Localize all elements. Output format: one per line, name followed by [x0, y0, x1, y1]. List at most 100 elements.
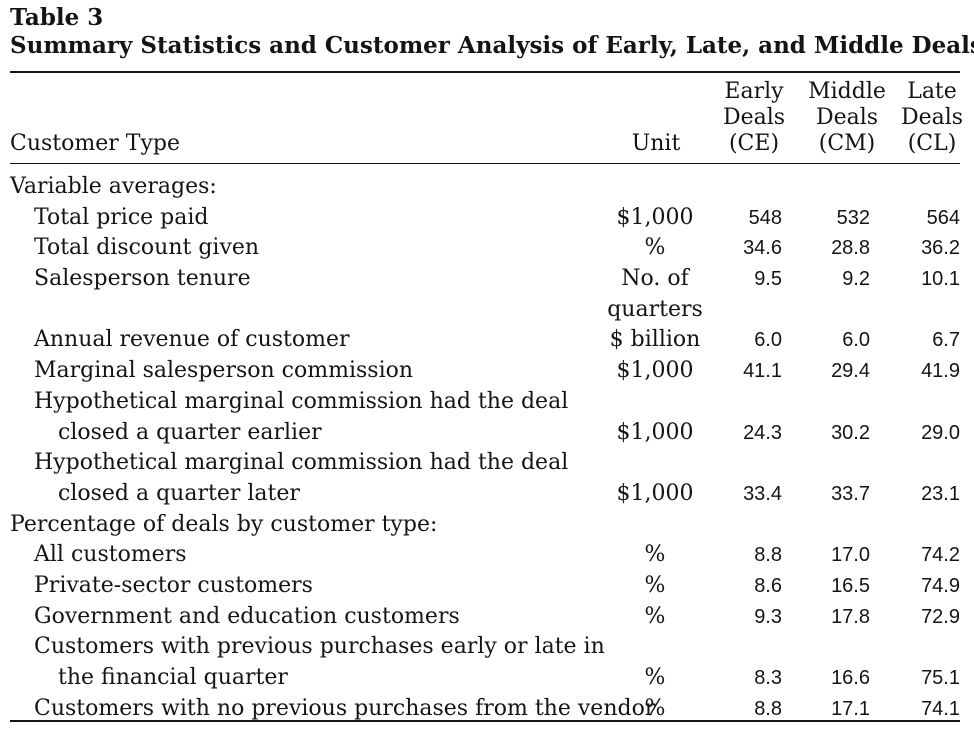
row-late-value: 23.1 — [921, 482, 960, 505]
header-early-deals: Early Deals (CE) — [718, 79, 790, 157]
row-label: closed a quarter later — [58, 480, 300, 506]
row-middle-value: 532 — [836, 206, 870, 229]
table-title: Summary Statistics and Customer Analysis… — [10, 32, 974, 59]
row-early-value: 8.3 — [754, 667, 782, 689]
table-row: Percentage of deals by customer type: — [0, 510, 974, 541]
table-row: Total discount given% 34.6 28.8 36.2 — [0, 233, 974, 264]
row-late-value: 564 — [926, 206, 960, 229]
table-row: the financial quarter% 8.3 16.6 75.1 — [0, 663, 974, 694]
row-early-value: 9.5 — [754, 268, 782, 291]
table-row: Private-sector customers% 8.6 16.5 74.9 — [0, 571, 974, 602]
row-middle-value: 17.0 — [831, 544, 870, 567]
row-unit: No. of — [621, 266, 689, 292]
row-label: Annual revenue of customer — [34, 327, 350, 353]
row-middle-value: 30.2 — [831, 421, 870, 444]
table-row: Annual revenue of customer $ billion 6.0 6.… — [0, 325, 974, 356]
table-row: Government and education customers% 9.3 17… — [0, 602, 974, 633]
row-unit: $1,000 — [616, 204, 694, 230]
row-middle-value: 9.2 — [842, 268, 870, 291]
row-middle-value: 33.7 — [831, 482, 870, 505]
row-late-value: 74.2 — [921, 544, 960, 567]
header-late-line-3: (CL) — [907, 131, 957, 156]
row-middle-value: 29.4 — [831, 360, 870, 383]
row-middle-value: 6.0 — [842, 329, 870, 352]
table-row: Hypothetical marginal commission had the… — [0, 448, 974, 479]
row-unit: % — [644, 695, 666, 721]
row-label: Salesperson tenure — [34, 266, 251, 292]
row-unit: $1,000 — [616, 480, 694, 506]
row-early-value: 8.8 — [754, 544, 782, 567]
table-row: All customers% 8.8 17.0 74.2 — [0, 540, 974, 571]
header-middle-line-1: Middle — [808, 79, 886, 104]
row-label: the financial quarter — [58, 665, 288, 690]
header-unit: Unit — [631, 131, 681, 156]
row-early-value: 8.8 — [754, 697, 782, 720]
table-body: Variable averages: Total price paid $1,000… — [0, 172, 974, 724]
table-row: closed a quarter later $1,000 33.4 33.7 23.1 — [0, 479, 974, 510]
header-rule — [10, 163, 960, 164]
table-row: Total price paid $1,000 548 532 564 — [0, 203, 974, 234]
row-late-value: 74.1 — [921, 697, 960, 720]
header-middle-line-2: Deals — [815, 105, 879, 130]
table-row: closed a quarter earlier $1,000 24.3 30.2 29… — [0, 418, 974, 449]
table-row: quarters — [0, 295, 974, 326]
row-late-value: 6.7 — [932, 329, 960, 352]
row-unit: $ billion — [609, 327, 701, 353]
row-unit: quarters — [607, 296, 703, 322]
row-middle-value: 17.8 — [831, 605, 870, 628]
row-label: All customers — [34, 542, 187, 568]
table-label: Table 3 — [10, 4, 104, 31]
row-unit: % — [644, 572, 666, 598]
row-early-value: 6.0 — [754, 329, 782, 352]
row-middle-value: 17.1 — [831, 697, 870, 720]
row-label: Total discount given — [34, 235, 260, 261]
table-row: Customers with previous purchases early … — [0, 632, 974, 663]
row-middle-value: 28.8 — [831, 237, 870, 260]
row-label: Customers with no previous purchases fro… — [34, 695, 656, 721]
row-early-value: 33.4 — [743, 482, 782, 505]
row-early-value: 8.6 — [754, 574, 782, 597]
row-label: Percentage of deals by customer type: — [10, 511, 438, 537]
row-label: Hypothetical marginal commission had the… — [34, 450, 569, 476]
table-row: Customers with no previous purchases fro… — [0, 694, 974, 725]
row-early-value: 548 — [748, 206, 782, 229]
row-early-value: 9.3 — [754, 605, 782, 628]
row-late-value: 41.9 — [921, 360, 960, 383]
row-label: Customers with previous purchases early … — [34, 634, 605, 660]
row-unit: $1,000 — [616, 358, 694, 384]
header-late-line-1: Late — [907, 79, 957, 104]
header-early-line-3: (CE) — [728, 131, 780, 156]
row-late-value: 36.2 — [921, 237, 960, 260]
row-middle-value: 16.5 — [831, 574, 870, 597]
header-early-line-2: Deals — [722, 105, 786, 130]
row-label: Government and education customers — [34, 603, 460, 629]
row-unit: % — [644, 542, 666, 568]
row-label: Total price paid — [34, 204, 209, 230]
row-early-value: 24.3 — [743, 421, 782, 444]
header-customer-type: Customer Type — [10, 131, 180, 156]
header-middle-deals: Middle Deals (CM) — [806, 79, 888, 157]
bottom-rule — [10, 720, 960, 722]
row-late-value: 10.1 — [921, 268, 960, 291]
header-late-deals: Late Deals (CL) — [898, 79, 966, 157]
header-middle-line-3: (CM) — [818, 131, 876, 156]
header-late-line-2: Deals — [900, 105, 964, 130]
table-row: Salesperson tenure No. of 9.5 9.2 10.1 — [0, 264, 974, 295]
row-label: Marginal salesperson commission — [34, 358, 414, 384]
table-row: Marginal salesperson commission $1,000 41.… — [0, 356, 974, 387]
row-late-value: 72.9 — [921, 605, 960, 628]
row-label: Hypothetical marginal commission had the… — [34, 388, 569, 414]
table-row: Variable averages: — [0, 172, 974, 203]
top-rule — [10, 71, 960, 73]
table-row: Hypothetical marginal commission had the… — [0, 387, 974, 418]
row-unit: % — [644, 603, 666, 629]
row-late-value: 75.1 — [921, 667, 960, 689]
row-early-value: 41.1 — [743, 360, 782, 383]
row-late-value: 29.0 — [921, 421, 960, 444]
header-early-line-1: Early — [724, 79, 784, 104]
row-label: Private-sector customers — [34, 572, 313, 598]
row-unit: % — [644, 235, 666, 261]
row-unit: $1,000 — [616, 419, 694, 445]
row-unit: % — [644, 665, 666, 690]
